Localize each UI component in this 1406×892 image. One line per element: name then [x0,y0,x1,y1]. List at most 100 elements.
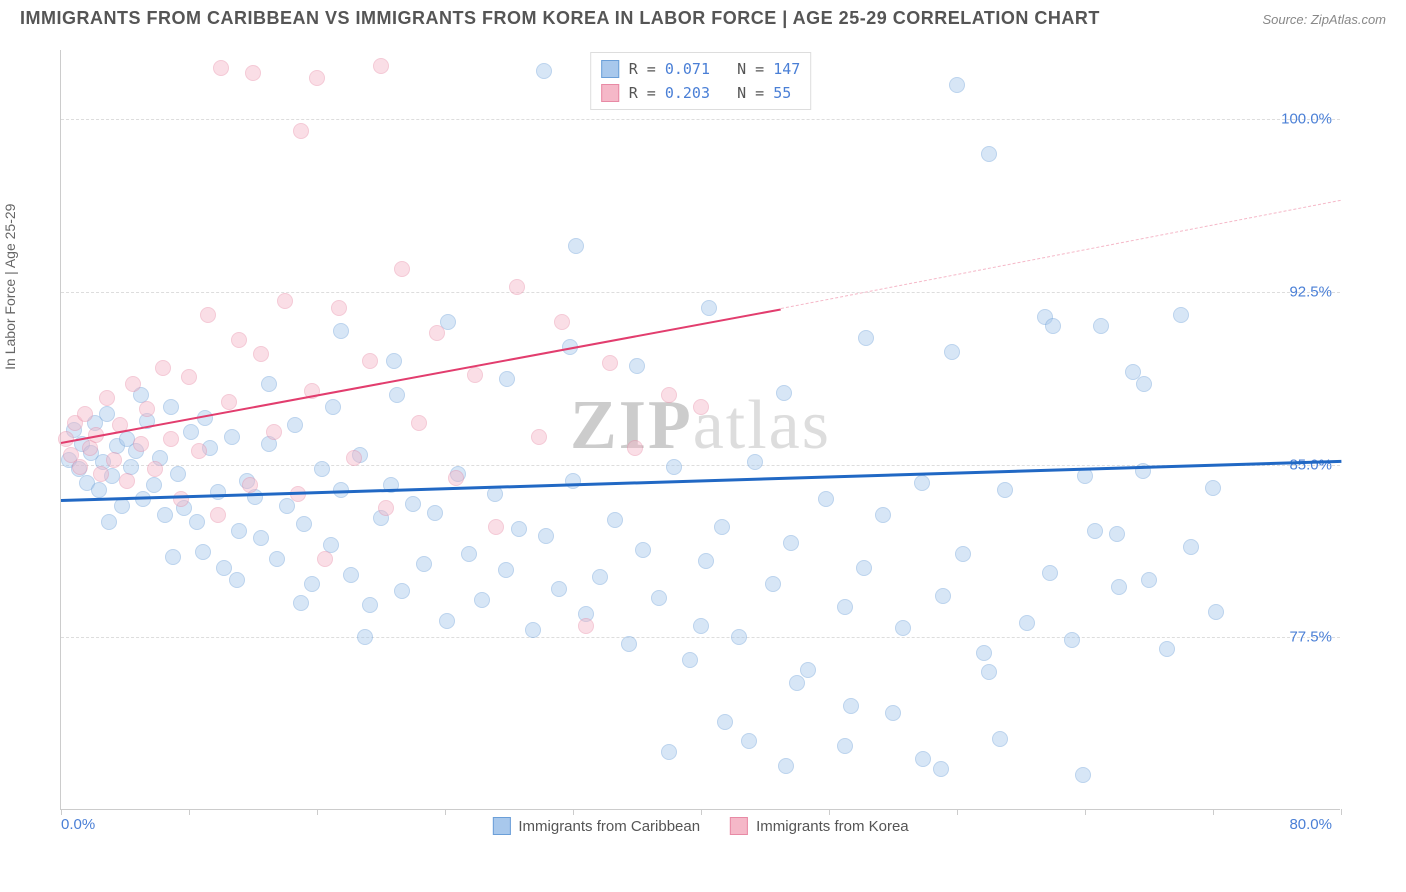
gridline [61,119,1340,120]
scatter-point [843,698,859,714]
scatter-point [488,519,504,535]
scatter-point [551,581,567,597]
scatter-point [277,293,293,309]
legend-stat-row: R = 0.071 N = 147 [601,57,801,81]
scatter-point [72,459,88,475]
scatter-point [1208,604,1224,620]
scatter-point [602,355,618,371]
scatter-point [858,330,874,346]
scatter-point [789,675,805,691]
scatter-point [474,592,490,608]
scatter-point [1136,376,1152,392]
scatter-point [210,484,226,500]
x-tick-mark [317,809,318,815]
scatter-point [944,344,960,360]
x-tick-mark [61,809,62,815]
scatter-point [747,454,763,470]
scatter-point [427,505,443,521]
scatter-point [293,123,309,139]
scatter-point [607,512,623,528]
plot-area: ZIPatlas R = 0.071 N = 147R = 0.203 N = … [60,50,1340,810]
x-tick-mark [189,809,190,815]
scatter-point [357,629,373,645]
scatter-point [304,576,320,592]
scatter-point [394,261,410,277]
legend-swatch [601,84,619,102]
scatter-point [210,507,226,523]
scatter-point [627,440,643,456]
scatter-point [765,576,781,592]
scatter-point [776,385,792,401]
scatter-point [147,461,163,477]
scatter-point [531,429,547,445]
scatter-point [666,459,682,475]
scatter-point [163,431,179,447]
scatter-point [1064,632,1080,648]
scatter-point [976,645,992,661]
scatter-point [314,461,330,477]
scatter-point [157,507,173,523]
scatter-point [378,500,394,516]
scatter-point [114,498,130,514]
scatter-point [266,424,282,440]
scatter-point [269,551,285,567]
scatter-point [253,530,269,546]
scatter-point [661,744,677,760]
scatter-point [693,618,709,634]
scatter-point [261,376,277,392]
x-tick-mark [1085,809,1086,815]
x-tick-mark [1341,809,1342,815]
x-tick-mark [445,809,446,815]
scatter-point [325,399,341,415]
scatter-point [895,620,911,636]
scatter-point [992,731,1008,747]
legend-stat-values: R = 0.203 N = 55 [629,81,792,105]
scatter-point [1183,539,1199,555]
scatter-point [183,424,199,440]
x-tick-max: 80.0% [1289,816,1332,833]
scatter-point [155,360,171,376]
y-axis-label: In Labor Force | Age 25-29 [2,204,18,370]
scatter-point [200,307,216,323]
scatter-point [536,63,552,79]
scatter-point [554,314,570,330]
scatter-point [856,560,872,576]
scatter-point [106,452,122,468]
scatter-point [173,491,189,507]
legend-series-label: Immigrants from Caribbean [518,818,700,835]
scatter-point [242,477,258,493]
scatter-point [651,590,667,606]
scatter-point [741,733,757,749]
scatter-point [661,387,677,403]
gridline [61,292,1340,293]
scatter-point [1173,307,1189,323]
x-tick-mark [829,809,830,815]
scatter-point [578,618,594,634]
scatter-point [717,714,733,730]
legend-series-item: Immigrants from Caribbean [492,817,700,835]
scatter-point [1019,615,1035,631]
scatter-point [818,491,834,507]
scatter-point [1109,526,1125,542]
legend-swatch [730,817,748,835]
scatter-point [181,369,197,385]
scatter-point [467,367,483,383]
scatter-point [800,662,816,678]
scatter-point [386,353,402,369]
scatter-point [245,65,261,81]
scatter-point [1159,641,1175,657]
scatter-point [1141,572,1157,588]
scatter-point [231,332,247,348]
scatter-point [253,346,269,362]
x-tick-mark [701,809,702,815]
scatter-point [317,551,333,567]
gridline [61,637,1340,638]
scatter-point [698,553,714,569]
scatter-point [837,738,853,754]
scatter-point [955,546,971,562]
scatter-point [146,477,162,493]
legend-swatch [601,60,619,78]
scatter-point [394,583,410,599]
scatter-point [82,440,98,456]
scatter-point [997,482,1013,498]
